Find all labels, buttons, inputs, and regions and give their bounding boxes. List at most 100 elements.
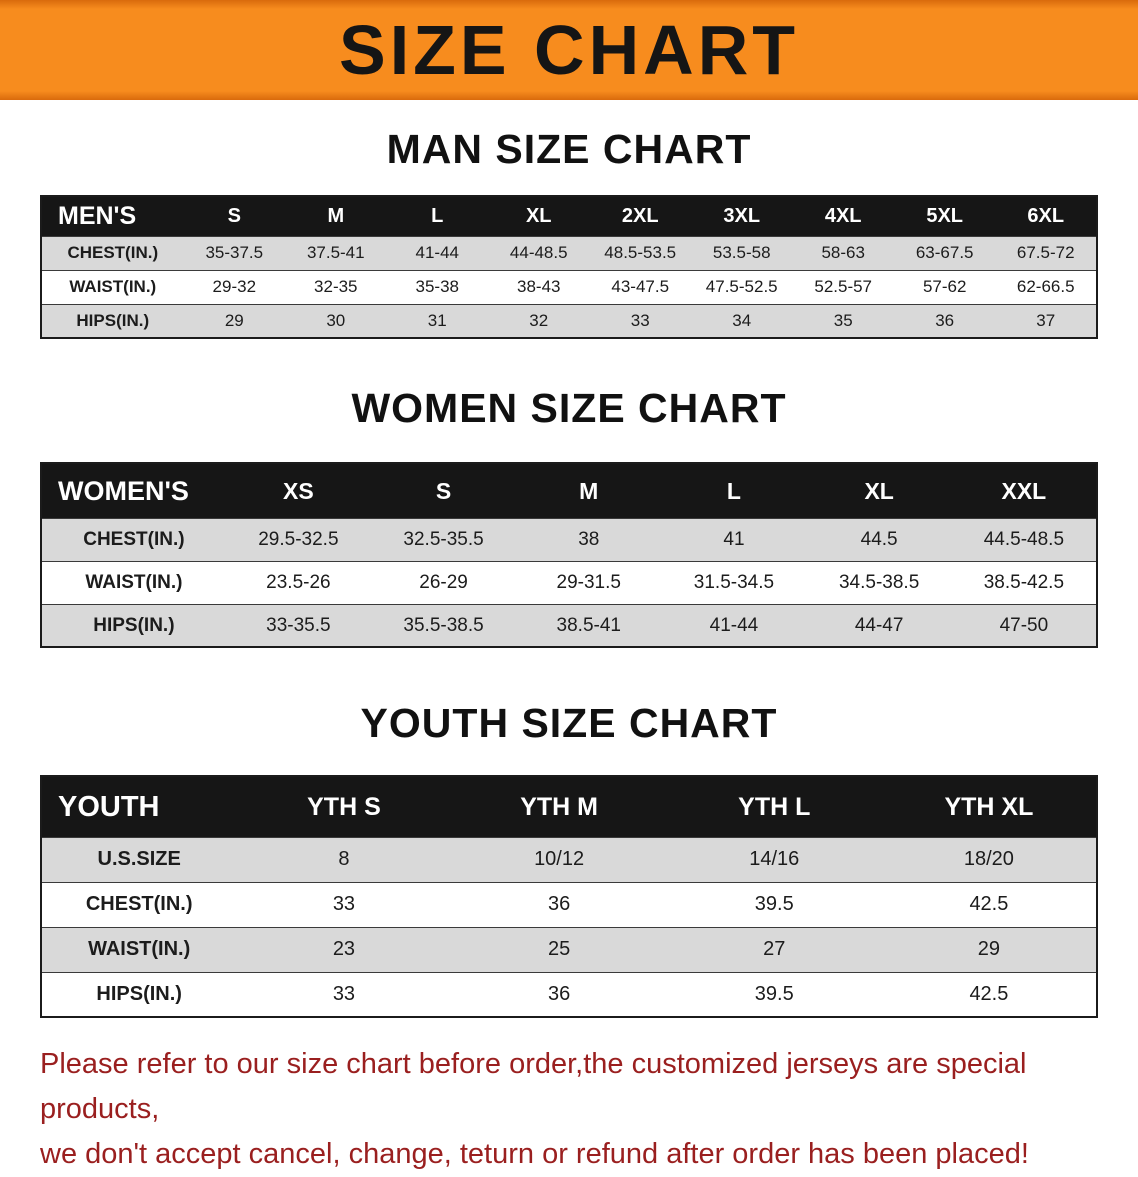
measurement-value-cell: 8 [338, 848, 350, 871]
measurement-value-cell: 35-37.5 [205, 243, 264, 263]
measurement-value-cell: 29 [224, 310, 244, 330]
measurement-value-cell: 41-44 [709, 614, 759, 636]
measurement-label-cell: CHEST(IN.) [67, 243, 159, 263]
order-disclaimer: Please refer to our size chart before or… [40, 1042, 1100, 1177]
youth-size-section: YOUTH SIZE CHART YOUTH YTH S YTH M YTH L YTH… [0, 700, 1138, 1019]
measurement-value-cell: 25 [547, 938, 571, 961]
size-chart-content: MAN SIZE CHART MEN'S S M L XL 2XL 3XL 4XL 5XL 6XL… [0, 126, 1138, 1177]
size-column-header: S [183, 196, 286, 237]
measurement-value-cell: 39.5 [754, 893, 794, 916]
measurement-value-cell: 37.5-41 [306, 243, 365, 263]
size-column-header: L [386, 196, 488, 237]
measurement-value-cell: 67.5-72 [1016, 243, 1075, 263]
measurement-value-cell: 53.5-58 [712, 243, 771, 263]
measurement-value-cell: 48.5-53.5 [604, 243, 677, 263]
size-column-header: 4XL [792, 196, 894, 237]
measurement-value-cell: 36 [547, 893, 571, 916]
size-column-header: YTH S [236, 776, 452, 838]
men-size-table: MEN'S S M L XL 2XL 3XL 4XL 5XL 6XL CHEST(IN.) 35-37… [40, 195, 1098, 340]
measurement-label-cell: WAIST(IN.) [88, 938, 191, 961]
disclaimer-line-1: Please refer to our size chart before or… [40, 1048, 1027, 1126]
measurement-value-cell: 36 [547, 983, 571, 1006]
measurement-value-cell: 42.5 [969, 983, 1009, 1006]
size-column-header: 3XL [690, 196, 793, 237]
size-column-header: YTH XL [881, 776, 1097, 838]
men-size-section: MAN SIZE CHART MEN'S S M L XL 2XL 3XL 4XL 5XL 6XL… [0, 126, 1138, 340]
measurement-label-cell: CHEST(IN.) [83, 528, 185, 550]
measurement-value-cell: 47-50 [999, 614, 1049, 636]
measurement-value-cell: 38.5-41 [556, 614, 621, 636]
measurement-value-cell: 29-31.5 [556, 571, 621, 593]
size-column-header: XL [806, 463, 952, 519]
measurement-value-cell: 43-47.5 [611, 277, 670, 297]
measurement-value-cell: 52.5-57 [814, 277, 873, 297]
measurement-value-cell: 31 [427, 310, 447, 330]
size-column-header: M [516, 463, 662, 519]
table-title-cell: MEN'S [41, 196, 184, 237]
measurement-label-cell: HIPS(IN.) [96, 983, 182, 1006]
measurement-value-cell: 29-32 [212, 277, 257, 297]
table-row: WAIST(IN.) 29-32 32-35 35-38 38-43 43-47.5 47.… [41, 270, 1097, 305]
measurement-value-cell: 34.5-38.5 [838, 571, 920, 593]
measurement-value-cell: 23 [332, 938, 356, 961]
measurement-value-cell: 34 [732, 310, 752, 330]
measurement-value-cell: 31.5-34.5 [693, 571, 775, 593]
table-row: CHEST(IN.) 33 36 39.5 42.5 [41, 882, 1097, 928]
table-title-cell: YOUTH [41, 776, 237, 838]
size-column-header: 5XL [893, 196, 996, 237]
measurement-value-cell: 47.5-52.5 [705, 277, 778, 297]
measurement-value-cell: 14/16 [749, 848, 800, 871]
measurement-value-cell: 35 [833, 310, 853, 330]
measurement-value-cell: 44.5-48.5 [983, 528, 1065, 550]
measurement-label-cell: HIPS(IN.) [76, 310, 150, 330]
youth-size-table: YOUTH YTH S YTH M YTH L YTH XL U.S.SIZE 8 10/12… [40, 775, 1098, 1019]
measurement-value-cell: 37 [1036, 310, 1056, 330]
measurement-value-cell: 38 [578, 528, 600, 550]
size-column-header: L [661, 463, 807, 519]
table-row: CHEST(IN.) 29.5-32.5 32.5-35.5 38 41 44.5 44.5… [41, 518, 1097, 562]
measurement-value-cell: 35.5-38.5 [403, 614, 484, 636]
youth-section-heading: YOUTH SIZE CHART [360, 700, 778, 747]
measurement-value-cell: 30 [326, 310, 346, 330]
measurement-label-cell: WAIST(IN.) [85, 571, 183, 593]
measurement-value-cell: 29.5-32.5 [258, 528, 339, 550]
measurement-value-cell: 35-38 [415, 277, 459, 297]
size-column-header: M [285, 196, 387, 237]
measurement-value-cell: 44-48.5 [509, 243, 568, 263]
table-row: U.S.SIZE 8 10/12 14/16 18/20 [41, 837, 1097, 883]
size-column-header: 6XL [995, 196, 1097, 237]
measurement-value-cell: 23.5-26 [266, 571, 331, 593]
measurement-value-cell: 36 [935, 310, 955, 330]
measurement-value-cell: 26-29 [419, 571, 468, 593]
measurement-value-cell: 32-35 [314, 277, 358, 297]
measurement-label-cell: WAIST(IN.) [69, 277, 157, 297]
measurement-value-cell: 10/12 [534, 848, 585, 871]
measurement-value-cell: 32.5-35.5 [403, 528, 484, 550]
size-chart-banner: SIZE CHART [0, 0, 1138, 100]
disclaimer-line-2: we don't accept cancel, change, teturn o… [40, 1138, 1029, 1171]
measurement-label-cell: U.S.SIZE [97, 848, 181, 871]
table-header-row: YOUTH YTH S YTH M YTH L YTH XL [41, 776, 1097, 838]
size-column-header: XXL [951, 463, 1097, 519]
measurement-label-cell: HIPS(IN.) [93, 614, 175, 636]
size-column-header: YTH M [451, 776, 667, 838]
women-size-table: WOMEN'S XS S M L XL XXL CHEST(IN.) 29.5-32.5 32.5… [40, 462, 1098, 649]
measurement-value-cell: 27 [763, 938, 786, 961]
measurement-value-cell: 41 [723, 528, 745, 550]
measurement-value-cell: 63-67.5 [915, 243, 974, 263]
women-size-section: WOMEN SIZE CHART WOMEN'S XS S M L XL XXL CHEST(… [0, 385, 1138, 649]
measurement-value-cell: 38.5-42.5 [983, 571, 1065, 593]
table-row: CHEST(IN.) 35-37.5 37.5-41 41-44 44-48.5 48.5… [41, 236, 1097, 271]
measurement-value-cell: 41-44 [415, 243, 459, 263]
size-column-header: XS [225, 463, 371, 519]
measurement-value-cell: 42.5 [969, 893, 1009, 916]
measurement-value-cell: 58-63 [821, 243, 865, 263]
table-row: HIPS(IN.) 33-35.5 35.5-38.5 38.5-41 41-44 44-… [41, 604, 1097, 648]
measurement-value-cell: 39.5 [754, 983, 794, 1006]
measurement-value-cell: 33 [332, 983, 356, 1006]
women-section-heading: WOMEN SIZE CHART [351, 385, 787, 432]
measurement-value-cell: 62-66.5 [1016, 277, 1075, 297]
table-row: HIPS(IN.) 33 36 39.5 42.5 [41, 972, 1097, 1018]
measurement-value-cell: 44.5 [860, 528, 898, 550]
measurement-value-cell: 38-43 [517, 277, 561, 297]
